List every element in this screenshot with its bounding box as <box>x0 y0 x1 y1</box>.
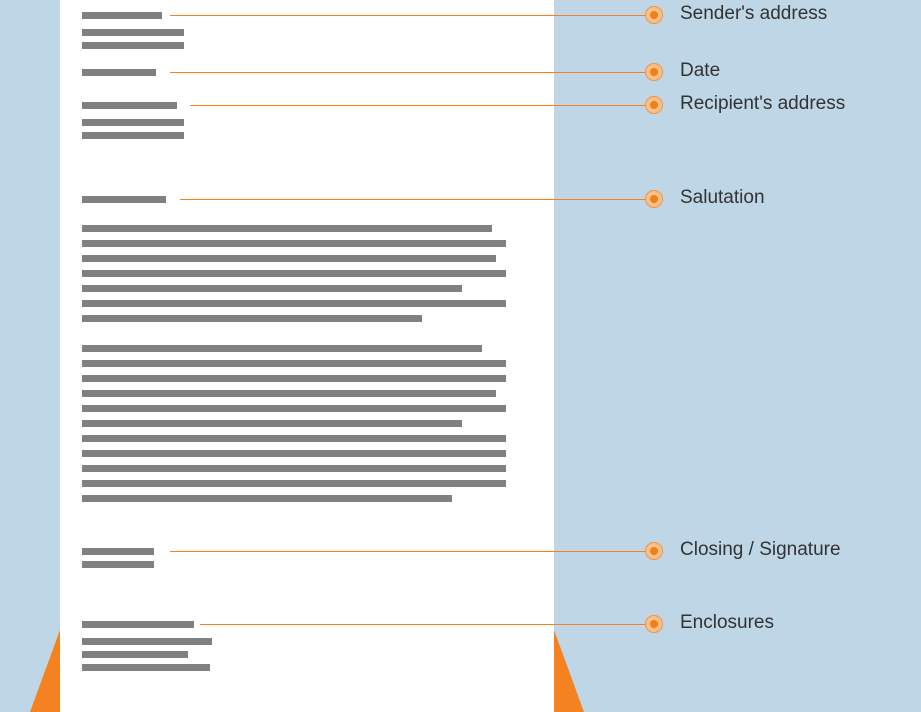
callout-line-date <box>170 72 654 73</box>
callout-dot-date <box>645 63 663 81</box>
content-bar <box>82 360 506 367</box>
callout-dot-recipient-address <box>645 96 663 114</box>
content-bar <box>82 420 462 427</box>
callout-line-senders-address <box>170 15 654 16</box>
content-bar <box>82 664 210 671</box>
content-bar <box>82 480 506 487</box>
content-bar <box>82 375 506 382</box>
content-bar <box>82 345 482 352</box>
letter-anatomy-diagram: Sender's address Date Recipient's address S… <box>0 0 921 712</box>
callout-dot-enclosures <box>645 615 663 633</box>
content-bar <box>82 285 462 292</box>
content-bar <box>82 315 422 322</box>
callout-dot-salutation <box>645 190 663 208</box>
content-bar <box>82 12 162 19</box>
callout-line-closing <box>170 551 654 552</box>
content-bar <box>82 132 184 139</box>
content-bar <box>82 638 212 645</box>
content-bar <box>82 405 506 412</box>
content-bar <box>82 561 154 568</box>
content-bar <box>82 119 184 126</box>
callout-label-enclosures: Enclosures <box>680 612 774 634</box>
callout-dot-senders-address <box>645 6 663 24</box>
content-bar <box>82 548 154 555</box>
content-bar <box>82 651 188 658</box>
callout-label-senders-address: Sender's address <box>680 3 827 25</box>
content-bar <box>82 240 506 247</box>
content-bar <box>82 495 452 502</box>
content-bar <box>82 450 506 457</box>
callout-label-recipient-address: Recipient's address <box>680 93 845 115</box>
content-bar <box>82 270 506 277</box>
content-bar <box>82 300 506 307</box>
callout-line-enclosures <box>200 624 654 625</box>
content-bar <box>82 102 177 109</box>
envelope-right-flap <box>554 630 584 712</box>
callout-label-salutation: Salutation <box>680 187 765 209</box>
callout-label-closing: Closing / Signature <box>680 539 841 561</box>
content-bar <box>82 29 184 36</box>
content-bar <box>82 196 166 203</box>
content-bar <box>82 69 156 76</box>
content-bar <box>82 621 194 628</box>
content-bar <box>82 390 496 397</box>
content-bar <box>82 225 492 232</box>
callout-line-recipient-address <box>190 105 654 106</box>
callout-label-date: Date <box>680 60 720 82</box>
content-bar <box>82 255 496 262</box>
content-bar <box>82 465 506 472</box>
callout-line-salutation <box>180 199 654 200</box>
content-bar <box>82 42 184 49</box>
callout-dot-closing <box>645 542 663 560</box>
envelope-left-flap <box>30 630 60 712</box>
content-bar <box>82 435 506 442</box>
